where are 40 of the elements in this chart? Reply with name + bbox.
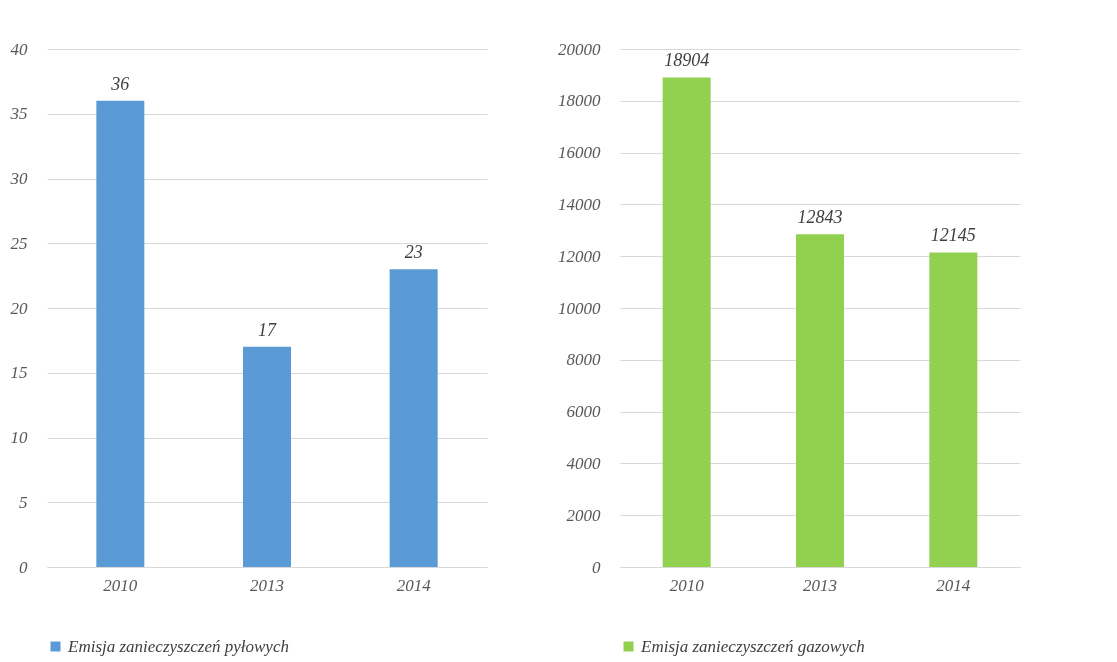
x-tick-label: 2013 — [250, 575, 284, 595]
y-tick-label: 18000 — [558, 91, 601, 111]
bar — [662, 77, 711, 567]
x-tick-label: 2014 — [396, 575, 432, 595]
y-tick-label: 20000 — [558, 39, 601, 59]
y-tick-label: 6000 — [566, 402, 601, 422]
bar — [389, 269, 438, 567]
y-tick-label: 35 — [9, 104, 28, 124]
y-tick-label: 4000 — [566, 453, 601, 473]
legend-label: Emisja zanieczyszczeń pyłowych — [67, 636, 289, 656]
y-tick-label: 14000 — [558, 194, 601, 214]
x-tick-label: 2013 — [803, 575, 837, 595]
data-label: 36 — [110, 73, 130, 94]
data-label: 17 — [258, 319, 277, 340]
y-tick-label: 2000 — [566, 505, 601, 525]
y-tick-label: 30 — [9, 169, 28, 188]
y-tick-label: 16000 — [558, 143, 601, 163]
data-label: 18904 — [664, 50, 710, 71]
y-tick-label: 25 — [10, 233, 28, 253]
y-tick-label: 12000 — [558, 246, 601, 266]
y-tick-label: 15 — [10, 363, 28, 383]
x-tick-label: 2014 — [936, 575, 971, 595]
bar — [929, 252, 978, 567]
bar — [243, 346, 291, 567]
bar — [96, 100, 145, 567]
y-tick-label: 8000 — [566, 350, 601, 370]
y-tick-label: 0 — [19, 557, 28, 577]
y-tick-label: 5 — [19, 492, 28, 512]
y-tick-label: 40 — [10, 39, 28, 59]
y-tick-label: 10000 — [558, 298, 601, 318]
bar — [796, 234, 844, 567]
data-label: 23 — [404, 242, 423, 263]
y-tick-label: 0 — [592, 557, 601, 577]
data-label: 12843 — [797, 207, 843, 228]
x-tick-label: 2010 — [669, 575, 705, 595]
x-tick-label: 2010 — [103, 575, 138, 595]
data-label: 12145 — [930, 225, 976, 246]
y-tick-label: 10 — [10, 428, 28, 447]
legend-label: Emisja zanieczyszczeń gazowych — [640, 636, 865, 656]
y-tick-label: 20 — [10, 298, 28, 318]
